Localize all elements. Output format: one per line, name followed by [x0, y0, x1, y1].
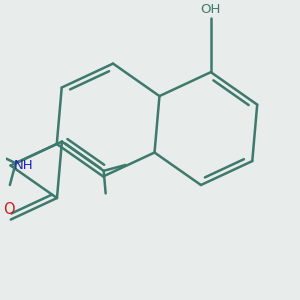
Text: NH: NH	[14, 159, 34, 172]
Text: OH: OH	[201, 3, 221, 16]
Text: O: O	[4, 202, 15, 217]
